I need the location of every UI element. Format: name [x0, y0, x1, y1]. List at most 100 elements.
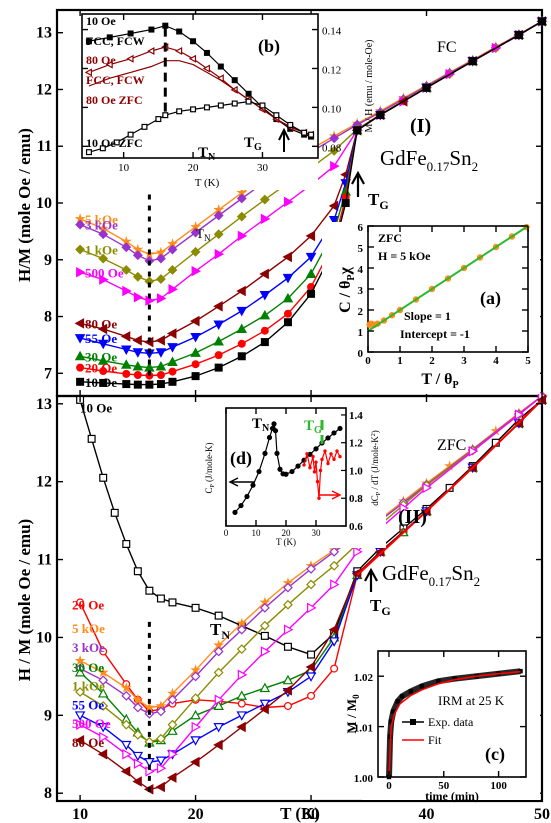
series-0-point-10 [214, 611, 223, 620]
series-label-1: 3 kOe [85, 218, 118, 233]
series-7-point-0 [76, 363, 85, 372]
y-tick-label: 8 [44, 785, 52, 802]
y-tick-label: 9 [44, 707, 52, 724]
series-3-point-11 [283, 196, 294, 208]
series-5-point-12 [305, 252, 317, 263]
series-5-point-8 [213, 667, 224, 678]
series-5-point-0 [74, 334, 86, 344]
series-4-point-7 [190, 709, 201, 720]
x-tick-label: 100 [490, 780, 507, 792]
series-3-point-2 [122, 285, 132, 297]
y-tick-label: 9 [44, 252, 52, 269]
inset-b-legend-3: 80 Oe [86, 53, 116, 67]
series-1-point-13 [332, 457, 336, 462]
series-0-point-0 [85, 38, 92, 45]
series-5-point-1 [98, 701, 109, 711]
inset-a-label: (a) [480, 288, 501, 309]
series-1-point-3 [132, 250, 143, 261]
inset-b-legend-4: FCC, FCW [86, 73, 145, 87]
series-7-point-14 [353, 546, 363, 558]
series-0-point-5 [262, 450, 268, 456]
y-tick-label: 0 [358, 348, 364, 360]
series-6-point-11 [282, 292, 294, 303]
inset-c-frame [377, 650, 527, 778]
series-0-point-10 [245, 90, 252, 97]
panel-I-label: (I) [410, 115, 431, 137]
series-7-point-11 [283, 624, 294, 635]
series-4-point-6 [166, 328, 177, 339]
inset-d-tg: TG [304, 418, 322, 436]
panel-II-series-labels: 10 Oe 20 Oe 5 kOe 3 kOe 30 Oe 1 kOe 55 Oe 500 O… [72, 401, 112, 750]
x-tick-label: 0 [224, 528, 229, 538]
series-0-point-6 [190, 38, 197, 45]
inset-d-tn: TN [252, 416, 270, 434]
series-6-point-3 [132, 360, 144, 371]
series-3-point-1 [99, 145, 106, 152]
inset-d-label: (d) [230, 448, 252, 469]
series-3-point-10 [259, 602, 270, 613]
series-2-line [88, 60, 312, 136]
series-4-point-5 [155, 335, 165, 346]
series-4-point-1 [97, 323, 108, 335]
series-3-point-13 [330, 160, 340, 172]
x-tick-label: 10 [252, 528, 262, 538]
panel-I-tg-arrow [351, 170, 365, 197]
series-label-4: 80 Oe [85, 316, 117, 331]
series-4-point-9 [236, 285, 246, 297]
series-label-8: 10 Oe [85, 375, 117, 390]
series-2-point-10 [259, 194, 270, 205]
series-label-7: 20 Oe [85, 361, 117, 376]
y-tick-label: 0.08 [322, 142, 342, 154]
exp-data-point-6 [408, 689, 414, 694]
series-3-point-17 [308, 131, 315, 138]
series-6-point-3 [132, 751, 144, 762]
series-8-point-18 [468, 57, 477, 66]
series-6-point-5 [155, 756, 167, 766]
series-4-point-8 [213, 700, 224, 710]
series-5-point-0 [75, 687, 86, 697]
series-3-point-7 [176, 108, 183, 115]
inset-c-label: (c) [485, 744, 505, 765]
series-4-point-2 [120, 331, 131, 342]
series-2-point-2 [121, 265, 132, 275]
panel-II-frame [55, 394, 544, 803]
series-2-point-7 [190, 246, 201, 257]
series-4-point-8 [213, 301, 223, 312]
x-tick-label: 2 [429, 355, 435, 367]
series-7-point-19 [514, 409, 525, 420]
series-0-point-1 [106, 34, 113, 41]
x-tick-label: 5 [525, 355, 531, 367]
series-1-point-5 [314, 460, 318, 464]
series-6-point-12 [305, 268, 317, 278]
series-3-point-3 [132, 702, 143, 713]
inset-a-bg [322, 222, 540, 394]
series-3-point-12 [306, 563, 316, 574]
series-1-point-12 [329, 452, 333, 456]
series-5-point-11 [283, 599, 293, 610]
series-8-point-10 [259, 703, 269, 715]
series-6-point-2 [121, 359, 132, 369]
series-1-point-7 [190, 227, 201, 238]
series-3-point-16 [301, 129, 308, 136]
series-3-point-14 [273, 112, 280, 119]
y-tick-label: 11 [37, 138, 52, 155]
series-6-point-1 [97, 355, 109, 365]
series-7-point-9 [237, 339, 246, 348]
series-3-point-0 [85, 149, 92, 156]
series-8-point-7 [191, 372, 200, 381]
series-8-point-8 [214, 363, 223, 372]
series-label-6: 30 Oe [85, 349, 117, 364]
series-0-point-15 [295, 463, 301, 469]
x-tick-label: 10 [72, 806, 88, 823]
series-8-point-14 [351, 568, 362, 579]
series-1-point-7 [317, 496, 321, 500]
y2-tick-label: 0.6 [349, 521, 363, 533]
series-0-point-3 [110, 508, 119, 517]
series-4-point-7 [190, 315, 200, 327]
inset-c-plot: 0 50 100 1.00 1.01 1.02 [354, 651, 526, 792]
series-0-point-22 [337, 425, 343, 432]
series-label-5: 1 kOe [72, 679, 105, 694]
series-5-point-1 [97, 339, 109, 350]
series-label-2: 1 kOe [85, 243, 118, 258]
